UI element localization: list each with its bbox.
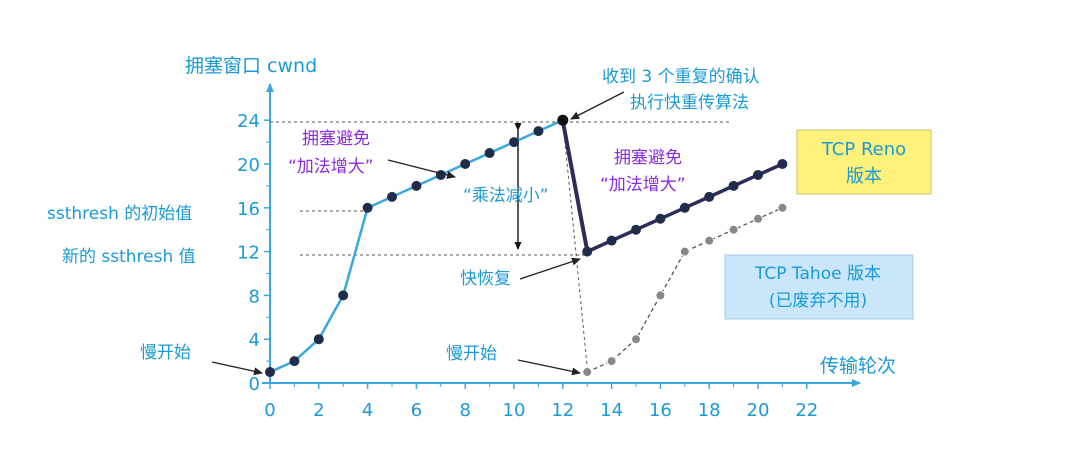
data-point: [655, 213, 666, 224]
data-point: [631, 334, 641, 345]
fast-recovery-label: 快恢复: [460, 269, 511, 289]
data-point: [753, 213, 763, 224]
reno-drop-line: [561, 121, 590, 256]
data-point: [338, 290, 349, 301]
data-point: [509, 137, 519, 148]
x-axis-title: 传输轮次: [820, 355, 896, 377]
data-point: [679, 246, 690, 257]
data-points: [265, 114, 788, 378]
data-point: [484, 148, 495, 159]
data-point: [533, 126, 544, 137]
data-point: [753, 169, 763, 180]
data-point: [582, 367, 593, 378]
tahoe-box-line2: (已废弃不用): [769, 291, 867, 311]
y-tick-label: 24: [237, 111, 260, 132]
slow-start-pointer-1: [211, 361, 263, 376]
x-tick-label: 16: [649, 400, 672, 421]
data-point: [728, 224, 739, 235]
x-tick-label: 14: [600, 400, 623, 421]
reno-box-line2: 版本: [846, 166, 882, 187]
y-tick-label: 4: [249, 330, 260, 351]
y-tick-label: 12: [237, 243, 260, 264]
x-tick-label: 12: [551, 400, 574, 421]
y-tick-label: 0: [249, 374, 260, 395]
ca2-label-line2: “加法增大”: [600, 175, 686, 195]
tahoe-drop-guide: [562, 121, 589, 376]
x-tick-label: 20: [747, 400, 770, 421]
y-tick-label: 16: [237, 199, 260, 220]
data-point: [460, 159, 471, 169]
data-point: [362, 202, 373, 213]
x-tick-label: 18: [698, 400, 721, 421]
tahoe-box-line1: TCP Tahoe 版本: [754, 264, 881, 284]
ca1-pointer: [387, 159, 456, 179]
data-point: [704, 191, 715, 202]
y-tick-label: 20: [237, 155, 260, 176]
mult-decrease-label: “乘法减小”: [463, 186, 549, 206]
slow-start-label-2: 慢开始: [446, 343, 497, 364]
dup-ack-pointer: [570, 91, 625, 120]
y-tick-label: 8: [249, 286, 260, 307]
slow-start-pointer-2: [517, 359, 581, 376]
x-tick-label: 6: [411, 400, 422, 421]
data-point: [582, 246, 593, 257]
reno-box-line1: TCP Reno: [821, 139, 906, 160]
data-point: [387, 191, 397, 202]
data-point: [704, 235, 715, 246]
x-tick-label: 10: [503, 400, 526, 421]
x-tick-labels: 0 2 4 6 8 10 12 14 16 18 20 22: [264, 383, 818, 421]
data-point: [557, 114, 569, 126]
dup-ack-line1: 收到 3 个重复的确认: [602, 67, 760, 87]
ca1-label-line2: “加法增大”: [288, 157, 374, 177]
x-tick-label: 2: [313, 400, 324, 421]
x-tick-label: 22: [795, 400, 818, 421]
data-point: [265, 367, 275, 378]
ssthresh-new-label: 新的 ssthresh 值: [62, 247, 196, 267]
ca1-label-line1: 拥塞避免: [302, 129, 370, 149]
data-point: [631, 224, 641, 235]
x-tick-label: 4: [362, 400, 373, 421]
data-point: [411, 180, 422, 191]
y-axis-title: 拥塞窗口 cwnd: [185, 55, 317, 77]
data-point: [655, 290, 666, 301]
data-point: [289, 356, 300, 367]
data-point: [777, 159, 788, 169]
slow-start-label-1: 慢开始: [140, 342, 191, 363]
reno-version-box: [796, 129, 932, 195]
x-tick-label: 8: [459, 400, 470, 421]
ca2-label-line1: 拥塞避免: [614, 148, 682, 168]
y-tick-labels: 0 4 8 12 16 20 24: [237, 111, 270, 395]
data-point: [606, 356, 617, 367]
ssthresh-initial-label: ssthresh 的初始值: [47, 204, 192, 224]
tahoe-version-box: [724, 254, 914, 320]
fast-recovery-pointer: [519, 257, 581, 280]
data-point: [777, 202, 788, 213]
x-tick-label: 0: [264, 400, 275, 421]
tahoe-line: [586, 207, 783, 373]
data-point: [679, 202, 690, 213]
data-point: [728, 180, 739, 191]
dup-ack-line2: 执行快重传算法: [630, 93, 749, 113]
data-point: [606, 235, 617, 246]
data-point: [313, 334, 324, 345]
